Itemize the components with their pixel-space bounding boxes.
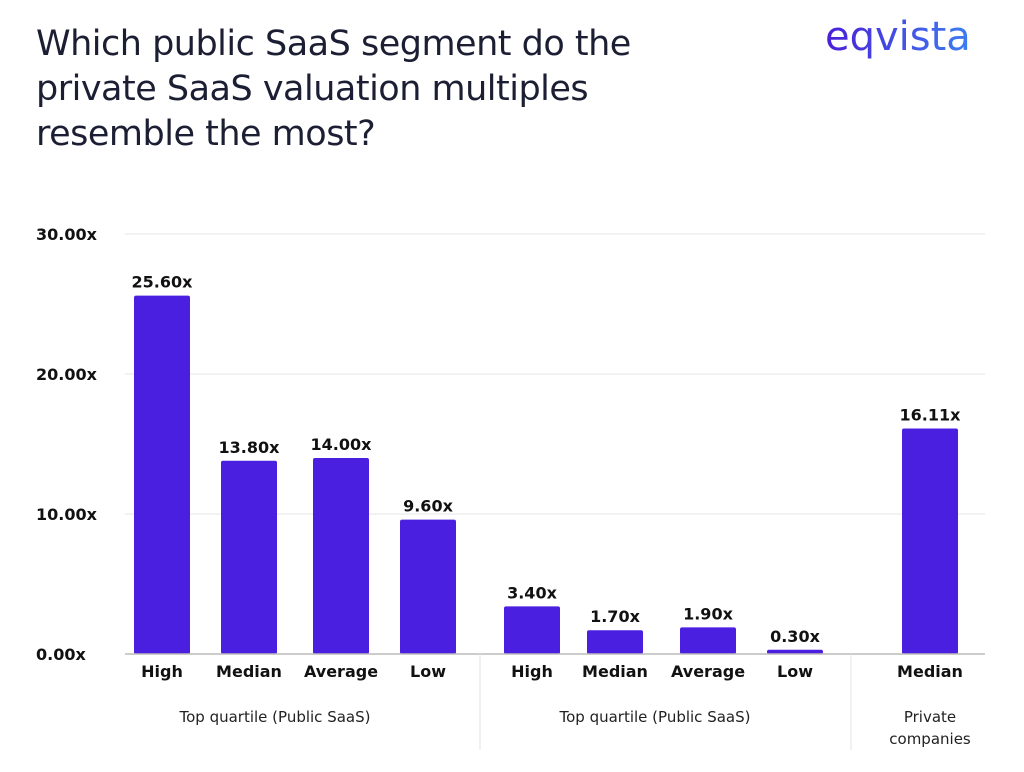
y-tick-label: 10.00x (36, 505, 98, 524)
bar (902, 428, 958, 654)
bar (680, 627, 736, 654)
group-label: Top quartile (Public SaaS) (179, 708, 371, 726)
x-tick-label: Low (410, 662, 446, 681)
data-label: 1.90x (683, 604, 733, 623)
bar (134, 295, 190, 654)
data-label: 9.60x (403, 497, 453, 516)
data-label: 3.40x (507, 583, 557, 602)
eqvista-logo: eqvista (825, 14, 971, 60)
x-tick-label: Median (897, 662, 963, 681)
bar (587, 630, 643, 654)
x-tick-label: Average (304, 662, 378, 681)
y-tick-label: 0.00x (36, 645, 86, 664)
x-tick-label: High (511, 662, 553, 681)
chart-title: Which public SaaS segment do the private… (36, 24, 631, 154)
x-tick-label: High (141, 662, 183, 681)
y-tick-label: 20.00x (36, 365, 98, 384)
data-label: 25.60x (132, 273, 194, 292)
bar (313, 458, 369, 654)
data-label: 0.30x (770, 627, 820, 646)
data-label: 13.80x (219, 438, 281, 457)
data-label: 16.11x (900, 405, 962, 424)
y-tick-label: 30.00x (36, 225, 98, 244)
data-label: 1.70x (590, 607, 640, 626)
x-tick-label: Median (216, 662, 282, 681)
bar (504, 606, 560, 654)
x-tick-label: Median (582, 662, 648, 681)
x-tick-label: Average (671, 662, 745, 681)
group-label: Private companies (889, 708, 971, 748)
group-label: Top quartile (Public SaaS) (559, 708, 751, 726)
bar (767, 649, 823, 654)
x-tick-label: Low (777, 662, 813, 681)
bar (221, 460, 277, 654)
bar (400, 519, 456, 654)
data-label: 14.00x (311, 435, 373, 454)
